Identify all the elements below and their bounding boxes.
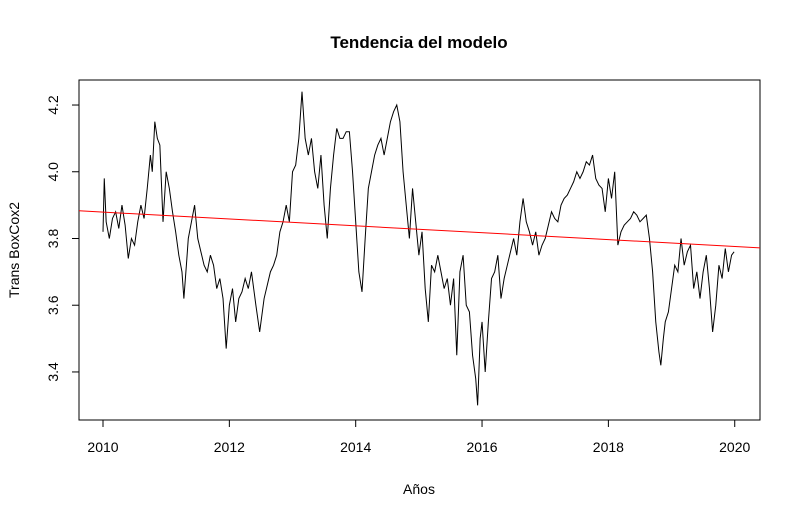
series-line bbox=[102, 91, 735, 406]
chart-title: Tendencia del modelo bbox=[330, 33, 507, 52]
x-tick-label: 2016 bbox=[466, 439, 497, 455]
x-tick-label: 2010 bbox=[87, 439, 118, 455]
y-tick-label: 3.6 bbox=[45, 295, 61, 315]
y-tick-label: 4.0 bbox=[45, 162, 61, 182]
y-tick-label: 3.4 bbox=[45, 362, 61, 382]
x-tick-label: 2018 bbox=[593, 439, 624, 455]
x-tick-label: 2014 bbox=[340, 439, 371, 455]
x-tick-label: 2020 bbox=[719, 439, 750, 455]
x-axis-label: Años bbox=[403, 481, 435, 497]
series-line bbox=[78, 210, 761, 249]
x-tick-label: 2012 bbox=[214, 439, 245, 455]
y-axis-label: Trans BoxCox2 bbox=[6, 202, 22, 298]
y-tick-label: 3.8 bbox=[45, 229, 61, 249]
y-tick-label: 4.2 bbox=[45, 95, 61, 115]
